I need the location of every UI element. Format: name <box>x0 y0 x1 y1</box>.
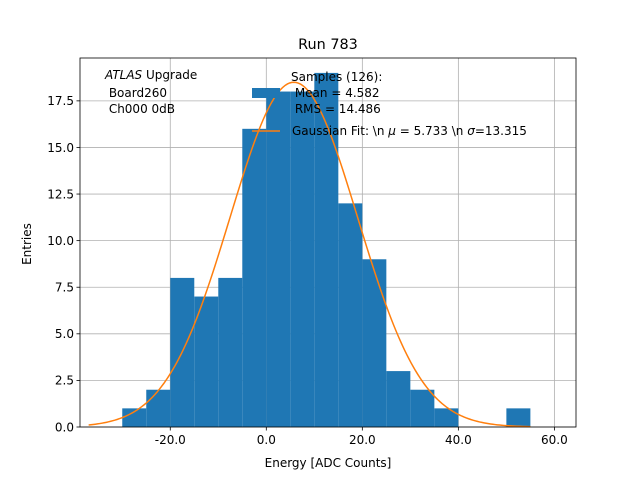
legend-hist-line-1: Samples (126): <box>291 70 382 84</box>
annotation-rest: Upgrade <box>142 68 197 82</box>
legend-hist-line-2: Mean = 4.582 <box>291 86 380 100</box>
chart-title: Run 783 <box>298 37 358 53</box>
y-tick-label: 17.5 <box>47 94 74 108</box>
histogram-bar <box>338 203 363 427</box>
legend-fit-mu: μ <box>387 124 396 138</box>
legend-hist-line-3: RMS = 14.486 <box>291 102 381 116</box>
legend-fit-prefix: Gaussian Fit: \n <box>292 124 388 138</box>
legend-fit-sigma: σ <box>467 124 475 138</box>
histogram-bar <box>146 389 171 427</box>
y-tick-label: 0.0 <box>55 420 74 434</box>
histogram-bar <box>290 91 315 427</box>
histogram-bar <box>266 91 291 427</box>
histogram-bar <box>434 408 459 427</box>
annotation-line-2: Board260 <box>105 86 167 100</box>
legend: Samples (126): Mean = 4.582 RMS = 14.486… <box>252 70 527 138</box>
histogram-bar <box>386 371 411 427</box>
y-tick-label: 2.5 <box>55 374 74 388</box>
gaussian-fit <box>88 81 531 428</box>
x-tick-label: 40.0 <box>445 433 472 447</box>
y-tick-label: 10.0 <box>47 234 74 248</box>
x-tick-label: 60.0 <box>541 433 568 447</box>
histogram-bar <box>314 72 339 427</box>
histogram-bar <box>122 408 147 427</box>
legend-fit-suffix: =13.315 <box>475 124 527 138</box>
axes: -20.0 0.0 20.0 40.0 60.0 0.0 2.5 5.0 7.5 10.0 12.5… <box>47 57 577 447</box>
histogram-bar <box>362 259 387 427</box>
annotation-line-3: Ch000 0dB <box>105 102 175 116</box>
plot-frame <box>79 57 577 428</box>
x-axis-label: Energy [ADC Counts] <box>265 456 392 470</box>
y-tick-label: 5.0 <box>55 327 74 341</box>
x-tick-label: 0.0 <box>257 433 276 447</box>
histogram-bars <box>122 72 531 427</box>
y-tick-label: 12.5 <box>47 187 74 201</box>
annotation-italic: ATLAS <box>104 68 143 82</box>
histogram-bar <box>410 389 435 427</box>
annotation-line-1: ATLAS Upgrade <box>104 68 197 82</box>
x-tick-label: -20.0 <box>155 433 186 447</box>
histogram-bar <box>242 128 267 427</box>
x-tick-label: 20.0 <box>349 433 376 447</box>
histogram-bar <box>506 408 531 427</box>
legend-hist-swatch <box>252 88 280 98</box>
legend-fit-label: Gaussian Fit: \n μ = 5.733 \n σ=13.315 <box>292 124 527 138</box>
atlas-annotation: ATLAS Upgrade Board260 Ch000 0dB <box>104 68 197 116</box>
histogram-bar <box>194 296 219 427</box>
histogram-bar <box>218 277 243 427</box>
fit-curve <box>88 81 531 428</box>
y-axis-label: Entries <box>20 223 34 265</box>
legend-fit-mid: = 5.733 \n <box>396 124 467 138</box>
y-tick-label: 15.0 <box>47 141 74 155</box>
y-tick-label: 7.5 <box>55 281 74 295</box>
